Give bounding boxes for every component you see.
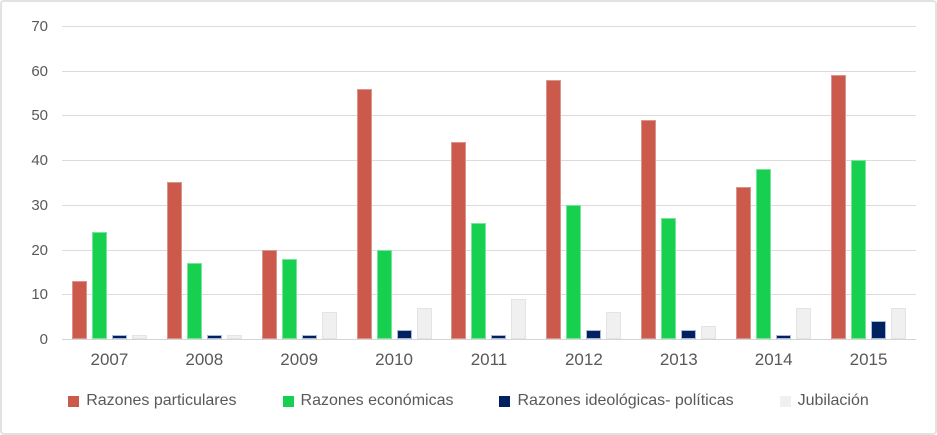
bar-series3-2008	[206, 335, 222, 339]
bar-series1-2011	[451, 142, 467, 339]
x-tick-label-2010: 2010	[375, 350, 413, 369]
bar-series4-2012	[606, 312, 622, 339]
x-axis-line	[62, 339, 916, 340]
bar-series3-2015	[871, 321, 887, 339]
bar-series3-2011	[491, 335, 507, 339]
bar-series3-2012	[586, 330, 602, 339]
y-tick-label-70: 70	[31, 18, 48, 35]
x-tick-label-2013: 2013	[659, 350, 698, 369]
bar-series1-2007	[71, 281, 87, 339]
bar-series2-2012	[566, 205, 582, 339]
bar-series2-2013	[661, 218, 677, 339]
gridline-30	[62, 204, 916, 206]
bar-group-2013	[631, 27, 726, 339]
gridline-50	[62, 115, 916, 117]
bar-series3-2009	[301, 335, 317, 339]
x-tick-label-2011: 2011	[470, 350, 508, 369]
gridline-20	[62, 249, 916, 251]
legend-label: Razones ideológicas- políticas	[517, 392, 734, 409]
y-tick-label-40: 40	[31, 152, 48, 170]
x-tick-label-2015: 2015	[849, 350, 888, 369]
bar-series4-2014	[796, 308, 812, 339]
bar-series4-2007	[131, 335, 147, 339]
bar-series4-2010	[416, 308, 432, 339]
bar-series3-2010	[396, 330, 412, 339]
x-tick-label-2008: 2008	[185, 350, 224, 369]
bar-group-2010	[347, 27, 442, 339]
y-tick-label-30: 30	[31, 196, 48, 214]
gridline-40	[62, 160, 916, 162]
bar-series4-2013	[701, 326, 717, 339]
x-tick-label-2007: 2007	[90, 350, 129, 369]
bar-series2-2015	[851, 160, 867, 339]
bar-series1-2012	[546, 80, 562, 339]
legend-label: Razones particulares	[86, 392, 237, 409]
bar-series2-2010	[376, 250, 392, 339]
y-tick-label-10: 10	[31, 286, 48, 304]
x-tick-label-2009: 2009	[280, 350, 319, 369]
bar-series2-2007	[91, 232, 107, 339]
bar-group-2015	[821, 27, 916, 339]
y-tick-label-50: 50	[31, 107, 48, 125]
plot-area	[62, 26, 916, 340]
gridline-70	[62, 26, 916, 27]
y-tick-label-20: 20	[31, 241, 48, 259]
legend-item-3: Razones ideológicas- políticas	[499, 392, 734, 410]
legend-item-2: Razones económicas	[282, 392, 454, 410]
bar-series3-2013	[681, 330, 697, 339]
bar-series1-2014	[736, 187, 752, 339]
bar-group-2011	[442, 27, 537, 339]
bar-series2-2009	[281, 259, 297, 339]
x-tick-label-2012: 2012	[564, 350, 603, 369]
gridline-60	[62, 70, 916, 72]
bar-series3-2007	[111, 335, 127, 339]
gridline-10	[62, 294, 916, 296]
bar-series4-2009	[321, 312, 337, 339]
bar-series1-2010	[356, 89, 372, 339]
legend-swatch-icon	[282, 395, 294, 407]
legend-swatch-icon	[499, 395, 511, 407]
bar-group-2014	[726, 27, 821, 339]
bar-series2-2011	[471, 223, 487, 339]
bar-series1-2015	[831, 75, 847, 339]
x-tick-label-2014: 2014	[754, 350, 793, 369]
bar-series2-2014	[756, 169, 772, 339]
bar-group-2007	[62, 27, 157, 339]
bar-group-2008	[157, 27, 252, 339]
bar-series1-2013	[641, 120, 657, 339]
bar-series4-2015	[891, 308, 907, 339]
legend-label: Jubilación	[797, 392, 869, 409]
bar-group-2012	[536, 27, 631, 339]
bar-series1-2008	[166, 182, 182, 339]
legend: Razones particulares Razones económicas Ra…	[2, 392, 935, 410]
y-tick-label-60: 60	[31, 62, 48, 80]
legend-swatch-icon	[68, 395, 80, 407]
legend-swatch-icon	[779, 395, 791, 407]
legend-item-4: Jubilación	[779, 392, 869, 410]
y-tick-label-0: 0	[39, 331, 48, 348]
bar-series3-2014	[776, 335, 792, 339]
legend-item-1: Razones particulares	[68, 392, 237, 410]
bar-series4-2011	[511, 299, 527, 339]
bar-series1-2009	[261, 250, 277, 339]
bar-series4-2008	[226, 335, 242, 339]
legend-label: Razones económicas	[300, 392, 454, 409]
bar-series2-2008	[186, 263, 202, 339]
bar-group-2009	[252, 27, 347, 339]
